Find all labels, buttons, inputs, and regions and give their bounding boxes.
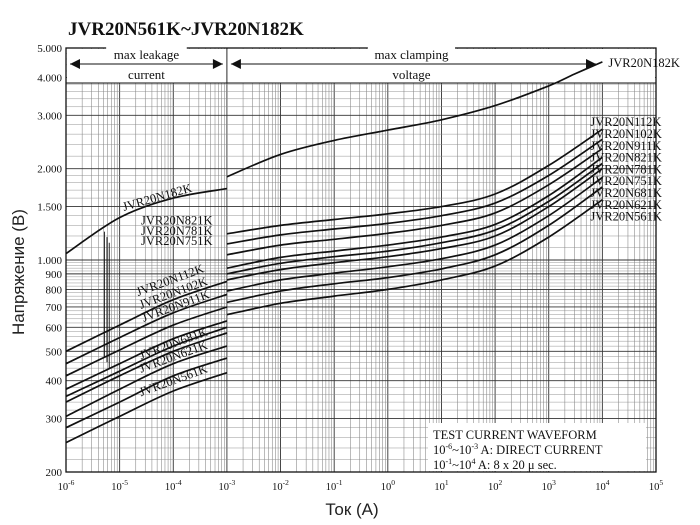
y-tick-label: 3.000 — [37, 110, 62, 122]
y-tick-label: 700 — [46, 302, 63, 314]
clamping-curve-jvr20n112k — [226, 128, 603, 235]
annotation-impulse: 10-1~104 A: 8 x 20 μ sec. — [433, 457, 557, 472]
leakage-curve-jvr20n621k — [65, 357, 228, 429]
x-tick-label: 105 — [649, 478, 664, 493]
series-label: JVR20N681K — [590, 186, 662, 200]
leakage-curve-jvr20n561k — [65, 371, 228, 444]
series-label: JVR20N751K — [590, 174, 662, 188]
y-tick-label: 500 — [46, 346, 63, 358]
clamping-curve-jvr20n621k — [226, 186, 603, 304]
y-tick-label: 5.000 — [37, 43, 62, 55]
clamping-curve-jvr20n681k — [226, 176, 603, 292]
clamping-region-label: voltage — [392, 67, 430, 82]
y-tick-label: 1.500 — [37, 202, 62, 214]
y-tick-label: 600 — [46, 322, 63, 334]
y-tick-label: 2.000 — [37, 164, 62, 176]
y-tick-label: 200 — [46, 467, 63, 479]
leakage-curve-jvr20n112k — [65, 280, 228, 353]
clamping-region-label: max clamping — [374, 47, 449, 62]
x-tick-label: 10-4 — [165, 478, 182, 493]
series-label: JVR20N781K — [590, 162, 662, 176]
series-label: JVR20N112K — [590, 115, 661, 129]
clamping-curve-jvr20n182k — [226, 61, 603, 178]
x-tick-label: 102 — [488, 478, 503, 493]
x-tick-label: 101 — [434, 478, 449, 493]
y-tick-label: 300 — [46, 414, 63, 426]
annotation-backdrop — [428, 423, 646, 471]
series-label: JVR20N621K — [590, 198, 662, 212]
annotation-dc: 10-6~10-3 A: DIRECT CURRENT — [433, 442, 603, 457]
x-tick-label: 100 — [381, 478, 396, 493]
series-label: JVR20N182K — [608, 56, 680, 70]
series-label: JVR20N821K — [590, 151, 662, 165]
text-backdrop — [119, 67, 174, 82]
series-curves — [65, 61, 603, 444]
clamping-curve-jvr20n821k — [226, 156, 603, 270]
clamping-curve-jvr20n561k — [226, 199, 603, 316]
series-label: JVR20N751K — [141, 234, 213, 248]
chart-title: JVR20N561K~JVR20N182K — [68, 19, 304, 40]
x-tick-label: 10-6 — [58, 478, 75, 493]
series-label: JVR20N911K — [590, 139, 661, 153]
y-axis-label: Напряжение (В) — [9, 209, 28, 335]
clamping-curve-jvr20n781k — [226, 162, 603, 275]
axis-ticks: 200 300 400 500 600 700 800 900 1.000 1.500 2.000 3… — [37, 43, 663, 493]
x-tick-label: 103 — [542, 478, 557, 493]
region-headers: max leakage current max clamping voltage — [66, 47, 656, 84]
y-tick-label: 4.000 — [37, 72, 62, 84]
text-backdrop — [367, 47, 456, 62]
x-tick-label: 104 — [595, 478, 610, 493]
leakage-curve-jvr20n821k — [65, 320, 228, 390]
x-tick-label: 10-1 — [326, 478, 343, 493]
series-label: JVR20N821K — [141, 213, 213, 227]
leakage-curve-jvr20n911k — [65, 306, 228, 377]
arrow-left-icon — [70, 59, 80, 69]
y-tick-label: 900 — [46, 269, 63, 281]
series-label: JVR20N781K — [141, 224, 213, 238]
clamping-curve-jvr20n102k — [226, 138, 603, 245]
leakage-region-label: max leakage — [114, 47, 180, 62]
x-axis-label: Ток (A) — [325, 500, 378, 519]
text-backdrop — [106, 47, 187, 62]
leakage-curve-jvr20n182k — [65, 187, 228, 255]
leakage-curve-jvr20n781k — [65, 326, 228, 398]
arrow-right-icon — [212, 59, 223, 69]
y-tick-label: 1.000 — [37, 255, 62, 267]
plot-frame — [65, 47, 657, 473]
grid — [65, 47, 657, 473]
arrow-right-icon — [586, 59, 596, 69]
x-tick-label: 10-2 — [272, 478, 289, 493]
x-tick-label: 10-5 — [111, 478, 128, 493]
y-tick-label: 400 — [46, 376, 63, 388]
annotation-title: TEST CURRENT WAVEFORM — [433, 428, 597, 442]
x-tick-label: 10-3 — [219, 478, 236, 493]
leakage-curve-jvr20n751k — [65, 332, 228, 403]
series-label: JVR20N561K — [590, 210, 662, 224]
leakage-region-label: current — [128, 67, 165, 82]
leakage-curve-jvr20n681k — [65, 345, 228, 418]
clamping-curve-jvr20n911k — [226, 147, 603, 256]
clamping-curve-jvr20n751k — [226, 168, 603, 281]
leakage-curve-jvr20n102k — [65, 293, 228, 365]
arrow-left-icon — [230, 59, 241, 69]
series-label: JVR20N102K — [590, 127, 662, 141]
text-backdrop — [384, 67, 439, 82]
y-tick-label: 800 — [46, 284, 63, 296]
series-labels: JVR20N182KJVR20N821KJVR20N781KJVR20N751K… — [103, 56, 680, 399]
